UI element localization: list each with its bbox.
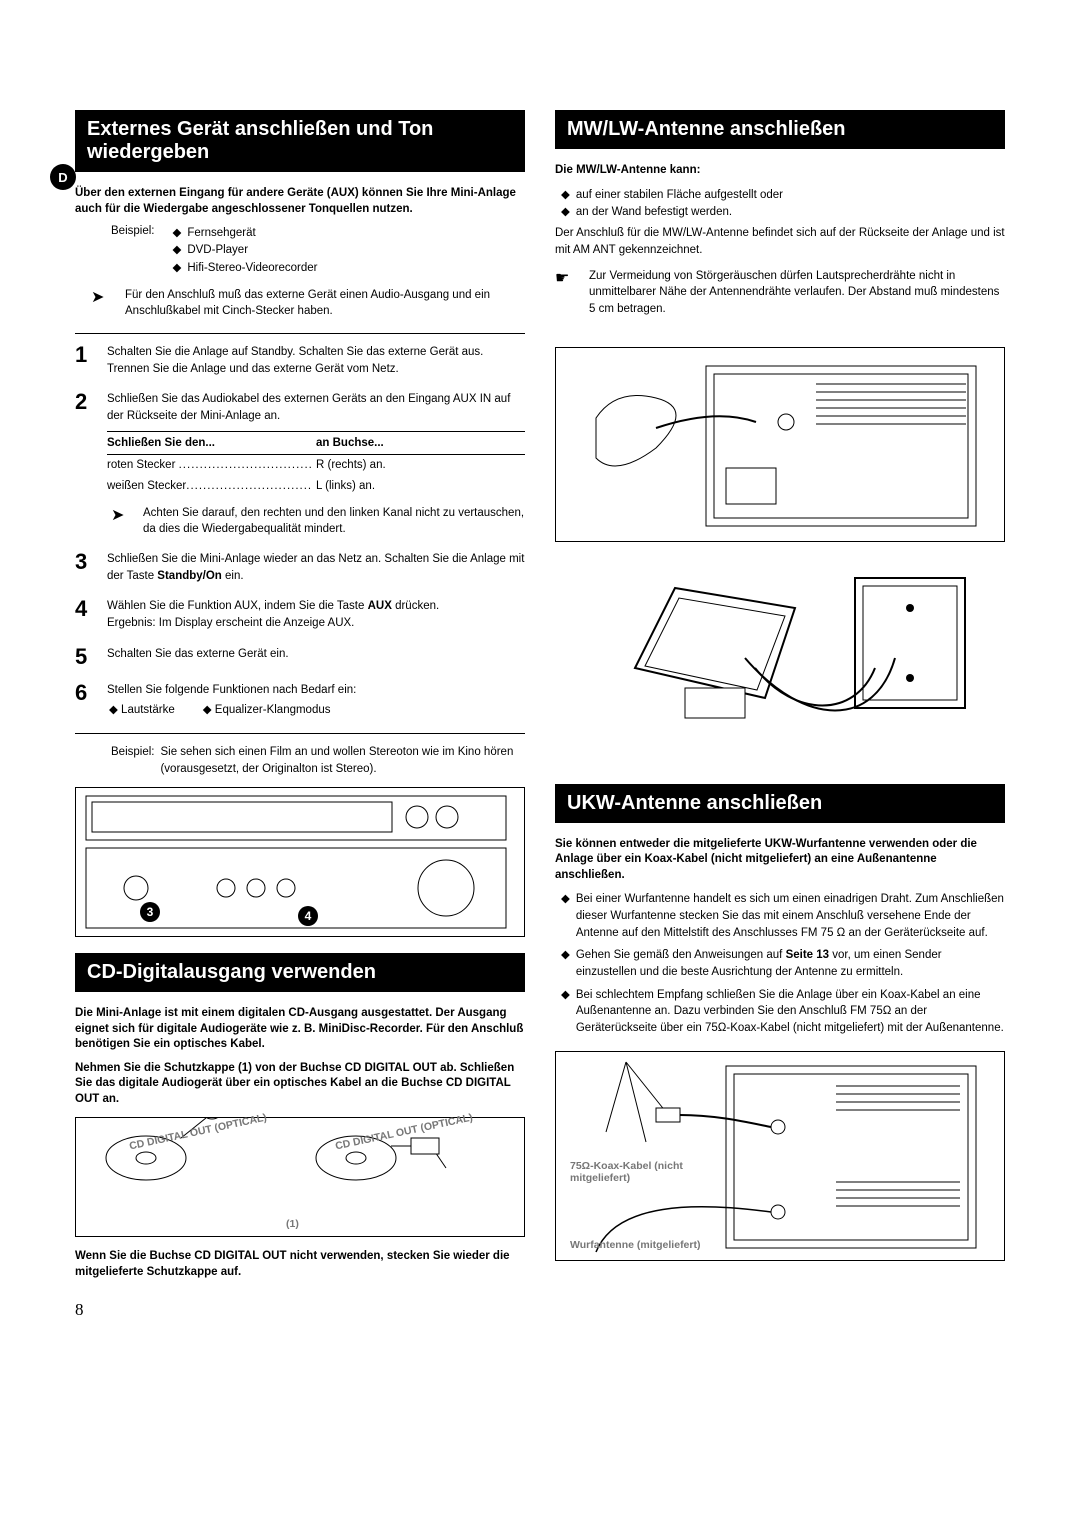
step-2: 2 Schließen Sie das Audiokabel des exter… [75,391,525,537]
sub-note: ➤ Achten Sie darauf, den rechten und den… [107,505,525,537]
arrow-note-text: Für den Anschluß muß das externe Gerät e… [125,287,525,319]
heading-cd-digital: CD-Digitalausgang verwenden [75,953,525,992]
table-cell: R (rechts) an. [316,457,525,474]
table-cell: L (links) an. [316,478,525,495]
mw-bullet: an der Wand befestigt werden. [576,204,732,221]
intro-aux: Über den externen Eingang für andere Ger… [75,186,525,217]
divider [75,733,525,734]
optical-jack-icon [76,1118,524,1236]
example-label: Beispiel: [111,225,154,277]
step-text: Stellen Sie folgende Funktionen nach Bed… [107,682,525,719]
example-item: DVD-Player [187,242,248,259]
step-text: Schalten Sie das externe Gerät ein. [107,646,525,668]
figure-mw-loop [555,548,1005,768]
right-column: MW/LW-Antenne anschließen Die MW/LW-Ante… [555,110,1005,1320]
plug-table: Schließen Sie den... an Buchse... roten … [107,431,525,497]
cd-footer: Wenn Sie die Buchse CD DIGITAL OUT nicht… [75,1249,525,1280]
step-text: Schließen Sie das Audiokabel des externe… [107,391,525,537]
ukw-bullet: Bei schlechtem Empfang schließen Sie die… [576,987,1005,1037]
heading-mwlw: MW/LW-Antenne anschließen [555,110,1005,149]
page-columns: Externes Gerät anschließen und Ton wiede… [75,110,1005,1320]
step-text: Schalten Sie die Anlage auf Standby. Sch… [107,344,525,377]
step-4: 4 Wählen Sie die Funktion AUX, indem Sie… [75,598,525,631]
step-number: 1 [75,344,95,377]
mw-bullet: auf einer stabilen Fläche aufgestellt od… [576,187,783,204]
arrow-note-aux: ➤ Für den Anschluß muß das externe Gerät… [75,287,525,319]
left-column: Externes Gerät anschließen und Ton wiede… [75,110,525,1320]
divider [75,333,525,334]
step-text: Wählen Sie die Funktion AUX, indem Sie d… [107,598,525,631]
loop-antenna-icon [555,548,1005,768]
step-text: Schließen Sie die Mini-Anlage wieder an … [107,551,525,584]
fig-label-wurf: Wurfantenne (mitgeliefert) [570,1239,700,1252]
step-1: 1 Schalten Sie die Anlage auf Standby. S… [75,344,525,377]
step-3: 3 Schließen Sie die Mini-Anlage wieder a… [75,551,525,584]
hand-icon: ☛ [555,268,579,316]
example-bullets: ◆Fernsehgerät ◆DVD-Player ◆Hifi-Stereo-V… [162,225,317,277]
example-row: Beispiel: ◆Fernsehgerät ◆DVD-Player ◆Hif… [75,225,525,277]
page-number: 8 [75,1300,525,1320]
fig-marker: (1) [286,1218,299,1231]
example-item: Fernsehgerät [187,225,255,242]
table-head: Schließen Sie den... [107,435,316,452]
heading-externes-geraet: Externes Gerät anschließen und Ton wiede… [75,110,525,172]
cd-intro-2: Nehmen Sie die Schutzkappe (1) von der B… [75,1061,525,1108]
figure-cd-digital-out: CD DIGITAL OUT (OPTICAL) CD DIGITAL OUT … [75,1117,525,1237]
mw-intro-label: Die MW/LW-Antenne kann: [555,163,1005,179]
table-head: an Buchse... [316,435,525,452]
arrow-icon: ➤ [91,287,115,319]
arrow-icon: ➤ [111,505,135,537]
figure-mw-rear [555,347,1005,542]
language-badge: D [50,164,76,190]
example-item: Hifi-Stereo-Videorecorder [187,260,317,277]
step-number: 2 [75,391,95,537]
step-number: 5 [75,646,95,668]
heading-ukw: UKW-Antenne anschließen [555,784,1005,823]
cd-intro-1: Die Mini-Anlage ist mit einem digitalen … [75,1006,525,1053]
figure-stereo-front: 3 4 [75,787,525,937]
ukw-rear-icon [556,1052,1004,1260]
ukw-bullet: Bei einer Wurfantenne handelt es sich um… [576,891,1005,941]
step-5: 5 Schalten Sie das externe Gerät ein. [75,646,525,668]
table-cell: weißen Stecker..........................… [107,478,316,495]
figure-ukw-rear: 75Ω-Koax-Kabel (nicht mitgeliefert) Wurf… [555,1051,1005,1261]
step-number: 4 [75,598,95,631]
mw-warn: ☛ Zur Vermeidung von Störgeräuschen dürf… [555,268,1005,316]
step-number: 3 [75,551,95,584]
rear-panel-icon [556,348,1004,541]
step-number: 6 [75,682,95,719]
mw-body: Der Anschluß für die MW/LW-Antenne befin… [555,225,1005,258]
step-6: 6 Stellen Sie folgende Funktionen nach B… [75,682,525,719]
ukw-bullet: Gehen Sie gemäß den Anweisungen auf Seit… [576,947,1005,980]
ukw-intro: Sie können entweder die mitgelieferte UK… [555,837,1005,884]
step6-example: Beispiel: Sie sehen sich einen Film an u… [75,744,525,777]
fig-label-koax: 75Ω-Koax-Kabel (nicht mitgeliefert) [570,1160,710,1185]
table-cell: roten Stecker ..........................… [107,457,316,474]
